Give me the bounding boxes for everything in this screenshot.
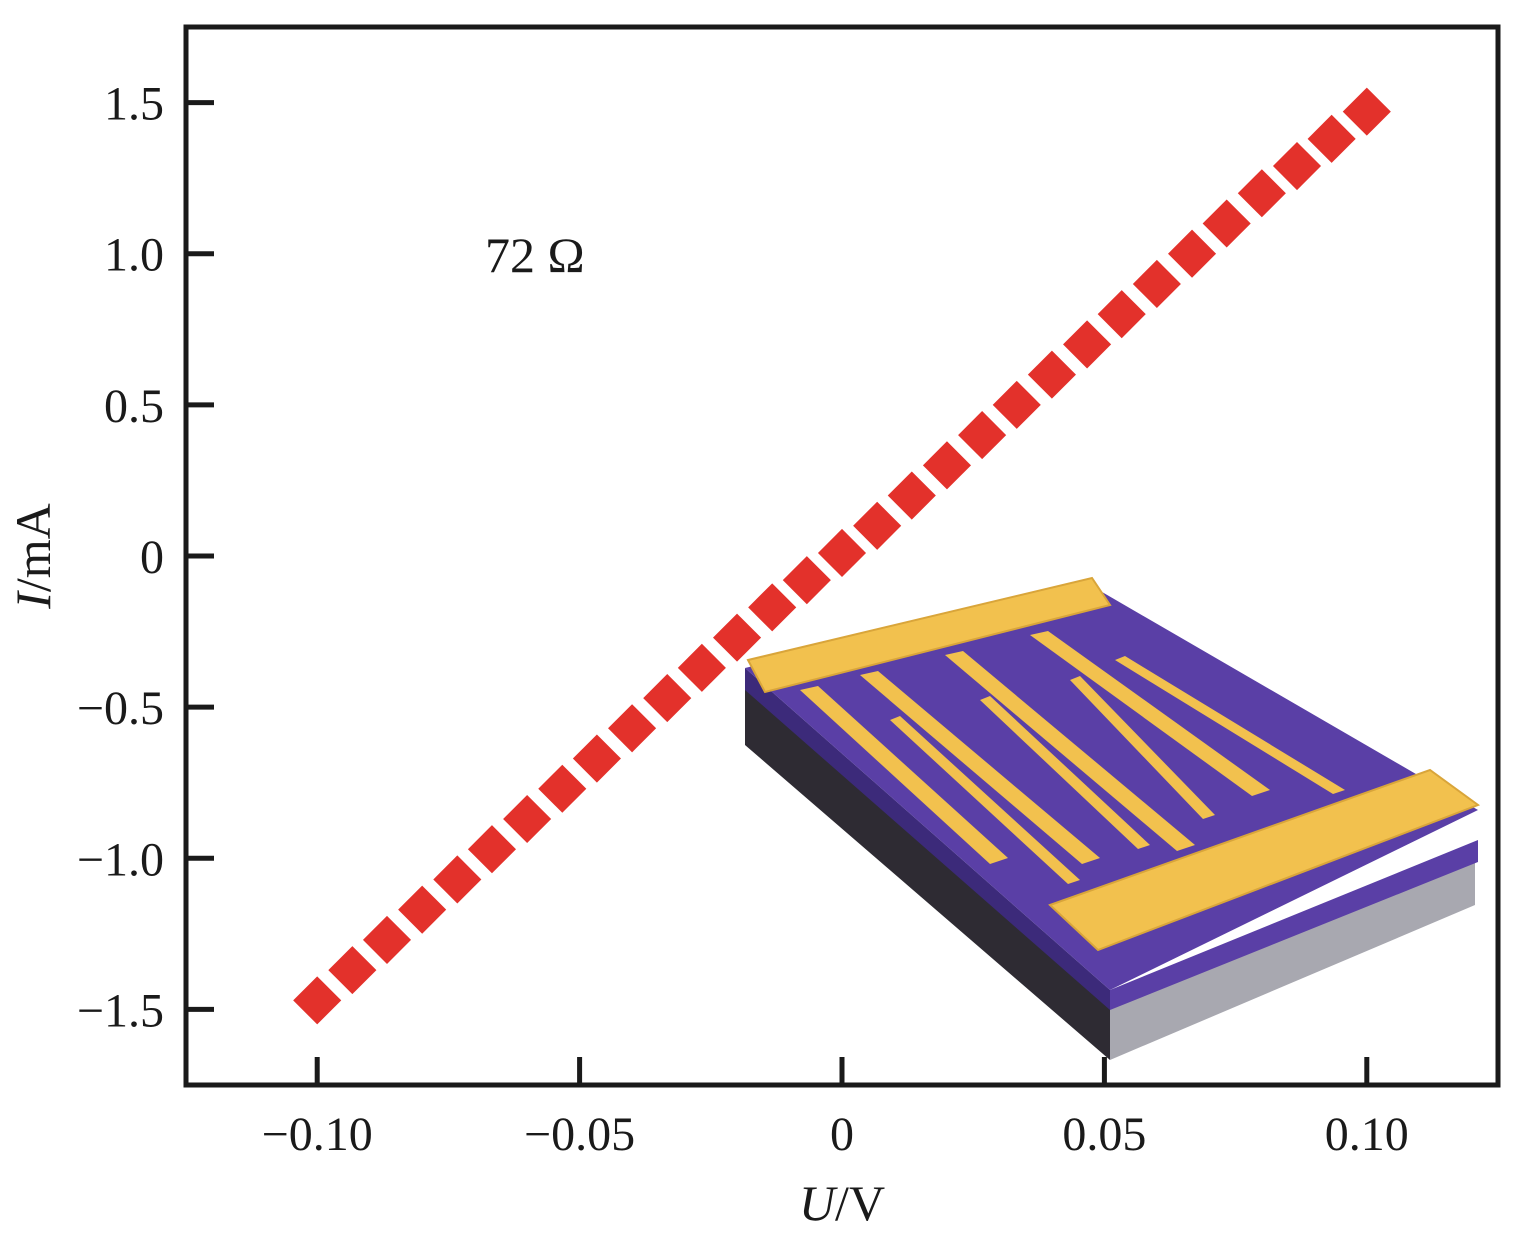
data-point — [1272, 142, 1322, 191]
data-point — [992, 380, 1041, 429]
data-point — [1063, 320, 1112, 369]
x-tick-label: −0.10 — [262, 1108, 373, 1161]
data-point — [1202, 199, 1251, 248]
data-point — [748, 583, 797, 632]
data-point — [538, 764, 587, 813]
data-point — [1307, 114, 1356, 163]
data-point — [887, 471, 936, 520]
data-point — [1342, 87, 1391, 136]
data-point — [362, 915, 412, 964]
data-point — [572, 734, 621, 783]
y-tick-label: 0 — [140, 531, 164, 584]
data-point — [853, 501, 902, 550]
data-point — [817, 528, 867, 578]
data-point — [503, 794, 552, 844]
data-point — [782, 556, 831, 605]
data-point — [677, 643, 726, 692]
y-tick-label: −0.5 — [77, 682, 164, 735]
data-point — [398, 885, 447, 934]
y-axis-label: I/mA — [5, 503, 61, 610]
y-axis-ticks: 1.5 1.0 0.5 0 −0.5 −1.0 −1.5 — [77, 78, 214, 1037]
data-point — [328, 946, 377, 995]
x-tick-label: 0 — [830, 1108, 854, 1161]
x-axis-label: U/V — [799, 1175, 885, 1231]
x-tick-label: −0.05 — [524, 1108, 635, 1161]
data-point — [467, 825, 517, 874]
data-point — [433, 855, 482, 904]
data-point — [1167, 229, 1217, 278]
x-tick-label: 0.05 — [1062, 1108, 1146, 1161]
y-tick-label: −1.0 — [77, 833, 164, 886]
data-point — [1097, 290, 1146, 339]
data-point — [1237, 169, 1286, 218]
y-tick-label: 1.0 — [104, 229, 164, 282]
interdigitated-electrode-device-icon — [745, 576, 1481, 1060]
y-tick-label: 0.5 — [104, 380, 164, 433]
x-axis-ticks: −0.10 −0.05 0 0.05 0.10 — [262, 1057, 1409, 1161]
data-point — [608, 704, 657, 753]
resistance-annotation: 72 Ω — [485, 227, 585, 283]
data-point — [293, 976, 342, 1025]
data-point — [958, 411, 1007, 460]
y-tick-label: 1.5 — [104, 78, 164, 131]
data-point — [712, 613, 762, 662]
y-tick-label: −1.5 — [77, 984, 164, 1037]
data-point — [1027, 350, 1076, 399]
data-point — [643, 674, 692, 723]
x-tick-label: 0.10 — [1325, 1108, 1409, 1161]
data-point — [1132, 259, 1181, 308]
data-point — [922, 441, 972, 490]
